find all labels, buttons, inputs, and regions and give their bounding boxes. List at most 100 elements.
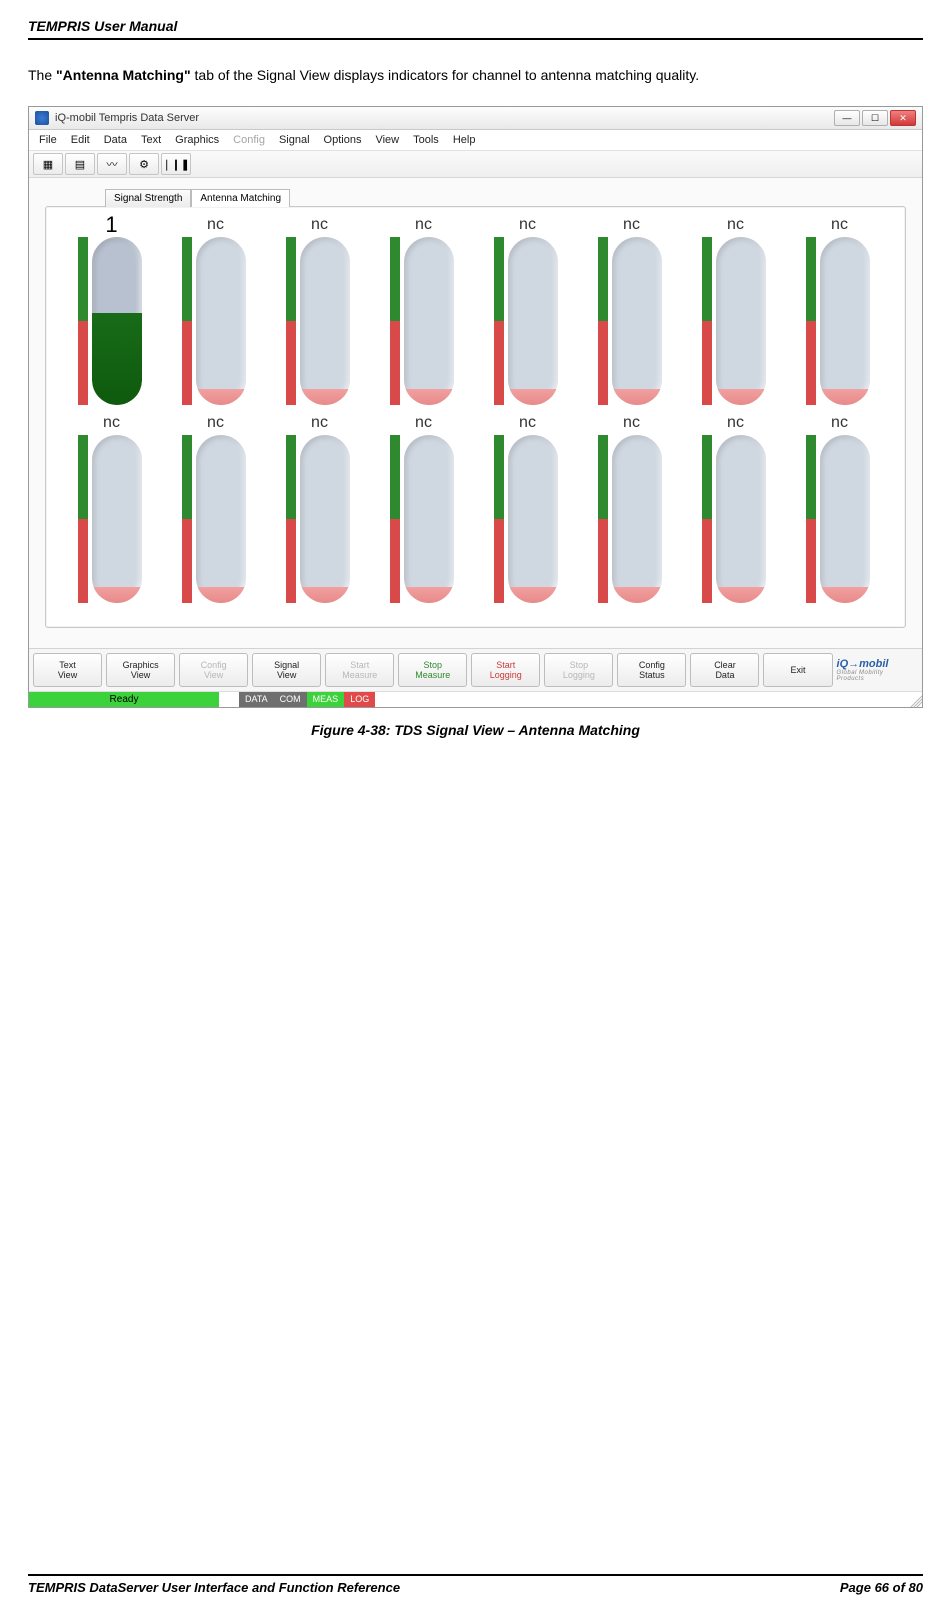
- menu-signal[interactable]: Signal: [279, 134, 310, 146]
- gauge-cell: nc: [65, 411, 159, 603]
- gauge: [598, 435, 666, 603]
- gauge: [494, 435, 562, 603]
- subtabs: Signal StrengthAntenna Matching: [105, 188, 906, 206]
- gauge-label: nc: [727, 213, 744, 237]
- toolbar-button-2[interactable]: 〰: [97, 153, 127, 175]
- toolbar-button-3[interactable]: ⚙: [129, 153, 159, 175]
- button-config-status[interactable]: ConfigStatus: [617, 653, 686, 687]
- button-stop-measure[interactable]: StopMeasure: [398, 653, 467, 687]
- gauge: [286, 435, 354, 603]
- button-stop-logging: StopLogging: [544, 653, 613, 687]
- menu-file[interactable]: File: [39, 134, 57, 146]
- gauge-row: 1 nc nc nc nc nc nc nc: [56, 213, 895, 405]
- figure-caption: Figure 4-38: TDS Signal View – Antenna M…: [28, 722, 923, 738]
- menu-data[interactable]: Data: [104, 134, 127, 146]
- para-tabname: "Antenna Matching": [56, 67, 191, 83]
- window-title: iQ-mobil Tempris Data Server: [55, 112, 834, 124]
- status-chip-meas: MEAS: [307, 692, 345, 707]
- minimize-button[interactable]: —: [834, 110, 860, 126]
- resize-grip[interactable]: [908, 692, 922, 707]
- gauge-cell: nc: [273, 411, 367, 603]
- body-paragraph: The "Antenna Matching" tab of the Signal…: [28, 64, 923, 86]
- button-clear-data[interactable]: ClearData: [690, 653, 759, 687]
- titlebar: iQ-mobil Tempris Data Server — ☐ ✕: [29, 107, 922, 130]
- gauge-label: nc: [103, 411, 120, 435]
- statusbar: Ready DATACOMMEASLOG: [29, 691, 922, 707]
- gauge-label: nc: [623, 213, 640, 237]
- gauge-cell: nc: [377, 213, 471, 405]
- gauge-cell: nc: [793, 213, 887, 405]
- button-signal-view[interactable]: SignalView: [252, 653, 321, 687]
- gauge: [182, 237, 250, 405]
- bottom-button-bar: TextViewGraphicsViewConfigViewSignalView…: [29, 648, 922, 691]
- gauge-panel: 1 nc nc nc nc nc nc nc nc nc nc nc nc nc nc nc: [45, 206, 906, 628]
- gauge: [702, 435, 770, 603]
- status-chip-log: LOG: [344, 692, 375, 707]
- menu-graphics[interactable]: Graphics: [175, 134, 219, 146]
- toolbar-button-4[interactable]: ❘❙❚: [161, 153, 191, 175]
- app-window: iQ-mobil Tempris Data Server — ☐ ✕ File E…: [28, 106, 923, 708]
- gauge-label: nc: [831, 213, 848, 237]
- gauge-label: nc: [623, 411, 640, 435]
- menu-text[interactable]: Text: [141, 134, 161, 146]
- toolbar: ▦▤〰⚙❘❙❚: [29, 151, 922, 178]
- gauge-cell: nc: [169, 411, 263, 603]
- gauge-cell: nc: [585, 411, 679, 603]
- gauge-label: nc: [415, 213, 432, 237]
- gauge: [390, 237, 458, 405]
- button-graphics-view[interactable]: GraphicsView: [106, 653, 175, 687]
- gauge-label: nc: [727, 411, 744, 435]
- gauge: [598, 237, 666, 405]
- gauge-cell: 1: [65, 213, 159, 405]
- subtab-signal-strength[interactable]: Signal Strength: [105, 189, 191, 207]
- doc-header: TEMPRIS User Manual: [28, 18, 923, 40]
- gauge-label: nc: [831, 411, 848, 435]
- gauge-cell: nc: [169, 213, 263, 405]
- gauge-cell: nc: [793, 411, 887, 603]
- gauge: [78, 435, 146, 603]
- gauge-cell: nc: [481, 411, 575, 603]
- gauge: [78, 237, 146, 405]
- gauge-row: nc nc nc nc nc nc nc nc: [56, 411, 895, 603]
- app-icon: [35, 111, 49, 125]
- button-start-logging[interactable]: StartLogging: [471, 653, 540, 687]
- iq-logo: iQ→mobilGlobal Mobility Products: [837, 658, 918, 682]
- button-exit[interactable]: Exit: [763, 653, 832, 687]
- menu-view[interactable]: View: [375, 134, 399, 146]
- gauge: [494, 237, 562, 405]
- button-config-view: ConfigView: [179, 653, 248, 687]
- menu-help[interactable]: Help: [453, 134, 476, 146]
- status-chip-data: DATA: [239, 692, 274, 707]
- gauge-label: 1: [105, 213, 117, 237]
- button-text-view[interactable]: TextView: [33, 653, 102, 687]
- toolbar-button-0[interactable]: ▦: [33, 153, 63, 175]
- gauge: [182, 435, 250, 603]
- gauge-label: nc: [207, 213, 224, 237]
- status-chip-com: COM: [274, 692, 307, 707]
- gauge-label: nc: [415, 411, 432, 435]
- status-ready: Ready: [29, 692, 219, 707]
- doc-footer: TEMPRIS DataServer User Interface and Fu…: [28, 1574, 923, 1595]
- menu-config[interactable]: Config: [233, 134, 265, 146]
- gauge-label: nc: [519, 411, 536, 435]
- para-post: tab of the Signal View displays indicato…: [195, 67, 700, 83]
- menu-edit[interactable]: Edit: [71, 134, 90, 146]
- maximize-button[interactable]: ☐: [862, 110, 888, 126]
- gauge-label: nc: [519, 213, 536, 237]
- menu-tools[interactable]: Tools: [413, 134, 439, 146]
- gauge: [806, 237, 874, 405]
- gauge: [702, 237, 770, 405]
- gauge-cell: nc: [481, 213, 575, 405]
- toolbar-button-1[interactable]: ▤: [65, 153, 95, 175]
- gauge-label: nc: [311, 213, 328, 237]
- menu-options[interactable]: Options: [324, 134, 362, 146]
- footer-right: Page 66 of 80: [840, 1580, 923, 1595]
- content-area: Signal StrengthAntenna Matching 1ncncncn…: [29, 178, 922, 648]
- close-button[interactable]: ✕: [890, 110, 916, 126]
- subtab-antenna-matching[interactable]: Antenna Matching: [191, 189, 290, 207]
- gauge: [286, 237, 354, 405]
- gauge-cell: nc: [273, 213, 367, 405]
- button-start-measure: StartMeasure: [325, 653, 394, 687]
- gauge-label: nc: [207, 411, 224, 435]
- gauge-label: nc: [311, 411, 328, 435]
